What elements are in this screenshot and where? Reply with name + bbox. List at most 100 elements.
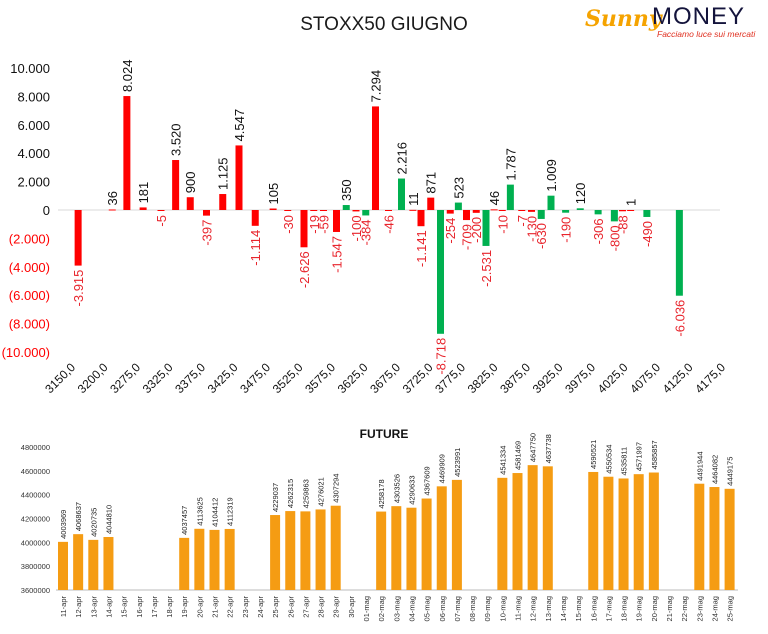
future-bar (194, 528, 205, 590)
future-bar-value-label: 4044810 (104, 505, 113, 534)
bar (454, 202, 462, 210)
bar (446, 210, 454, 214)
future-x-tick-label: 24-mag (710, 596, 719, 621)
y-tick-label: 8.000 (17, 89, 50, 104)
bar-value-label: -7 (515, 215, 530, 227)
future-bar (88, 539, 99, 590)
logo-money-text: MONEY (652, 3, 746, 30)
bar-value-label: 1.009 (544, 159, 559, 192)
future-bar (542, 466, 553, 590)
bar (562, 210, 570, 213)
bar (506, 184, 514, 210)
future-x-tick-label: 17-mag (604, 596, 613, 621)
bar-value-label: -88 (616, 215, 631, 234)
future-bar-value-label: 4581469 (514, 441, 523, 470)
bar (203, 210, 210, 216)
future-bar-value-label: 4647750 (529, 433, 538, 462)
bar-value-label: 871 (424, 172, 439, 194)
future-bar-value-label: 4307294 (332, 474, 341, 503)
bar (310, 210, 318, 211)
future-x-tick-label: 14-mag (559, 596, 568, 621)
future-bar (512, 473, 523, 590)
future-bar (285, 511, 296, 590)
future-bar-value-label: 4113625 (195, 497, 204, 526)
future-x-tick-label: 21-mag (665, 596, 674, 621)
future-x-tick-label: 26-apr (286, 596, 295, 618)
bar (675, 210, 683, 296)
future-bar-value-label: 4585857 (650, 440, 659, 469)
bar (576, 208, 584, 210)
y-tick-label: 2.000 (17, 175, 50, 190)
bar (547, 195, 555, 210)
future-bar (330, 505, 341, 590)
future-bar-value-label: 4003969 (59, 510, 68, 539)
future-bar (648, 472, 659, 590)
future-x-tick-label: 21-apr (211, 596, 220, 618)
future-bar-value-label: 4068637 (74, 502, 83, 531)
bar-value-label: -384 (359, 219, 374, 245)
future-x-tick-label: 28-apr (317, 596, 326, 618)
future-bar (527, 465, 538, 590)
bar (643, 210, 651, 217)
future-bar-value-label: 4259863 (301, 479, 310, 508)
future-x-tick-label: 08-mag (468, 596, 477, 621)
future-x-tick-label: 04-mag (407, 596, 416, 621)
future-bar (58, 541, 68, 590)
future-bar-value-label: 4112319 (226, 497, 235, 526)
bar (385, 210, 392, 211)
future-x-tick-label: 07-mag (453, 596, 462, 621)
bar (251, 210, 259, 226)
bar-value-label: 3.520 (169, 123, 184, 156)
future-x-tick-label: 30-apr (347, 596, 356, 618)
bar-value-label: 1.787 (503, 148, 518, 181)
future-x-tick-label: 05-mag (423, 596, 432, 621)
bar (372, 106, 379, 210)
bar (108, 209, 116, 211)
y-tick-label: 10.000 (10, 61, 50, 76)
bar-value-label: -490 (640, 221, 655, 247)
future-bar-value-label: 4464082 (710, 455, 719, 484)
future-x-tick-label: 22-mag (680, 596, 689, 621)
future-bar (436, 486, 447, 590)
future-x-tick-label: 11-mag (514, 596, 523, 621)
y-tick-label: (10.000) (2, 345, 50, 360)
bar-value-label: -1.547 (330, 236, 345, 273)
future-x-tick-label: 25-apr (271, 596, 280, 618)
bar (320, 210, 327, 211)
bar-value-label: 350 (339, 179, 354, 201)
future-y-tick-label: 3800000 (21, 562, 50, 571)
future-bar-value-label: 4637738 (544, 434, 553, 463)
future-bar-value-label: 4590521 (589, 440, 598, 469)
future-x-tick-label: 23-mag (695, 596, 704, 621)
future-x-tick-label: 12-apr (74, 596, 83, 618)
bar (409, 209, 417, 211)
bar-value-label: 900 (183, 172, 198, 194)
bar-value-label: -6.036 (672, 300, 687, 337)
future-bar (694, 483, 705, 590)
bar-value-label: -3.915 (71, 270, 86, 307)
bar-value-label: -2.626 (297, 251, 312, 288)
future-x-tick-label: 17-apr (150, 596, 159, 618)
bar (362, 210, 370, 216)
future-x-tick-label: 13-apr (89, 596, 98, 618)
future-bar-value-label: 4229037 (271, 483, 280, 512)
future-y-tick-label: 3600000 (21, 586, 50, 595)
y-tick-label: (4.000) (9, 260, 50, 275)
bar-value-label: 181 (136, 182, 151, 204)
y-tick-label: 6.000 (17, 118, 50, 133)
future-x-tick-label: 20-apr (195, 596, 204, 618)
y-tick-label: 4.000 (17, 146, 50, 161)
future-bar-value-label: 4104412 (211, 498, 220, 527)
future-bar-value-label: 4290633 (407, 475, 416, 504)
bar-value-label: -190 (559, 217, 574, 243)
bar-value-label: -800 (607, 225, 622, 251)
future-x-tick-label: 10-mag (498, 596, 507, 621)
future-bar (224, 528, 235, 590)
future-bar (603, 476, 614, 590)
future-x-tick-label: 01-mag (362, 596, 371, 621)
future-bar (376, 511, 387, 590)
future-x-tick-label: 20-mag (650, 596, 659, 621)
future-x-tick-label: 11-apr (59, 595, 68, 617)
bar (342, 205, 350, 210)
